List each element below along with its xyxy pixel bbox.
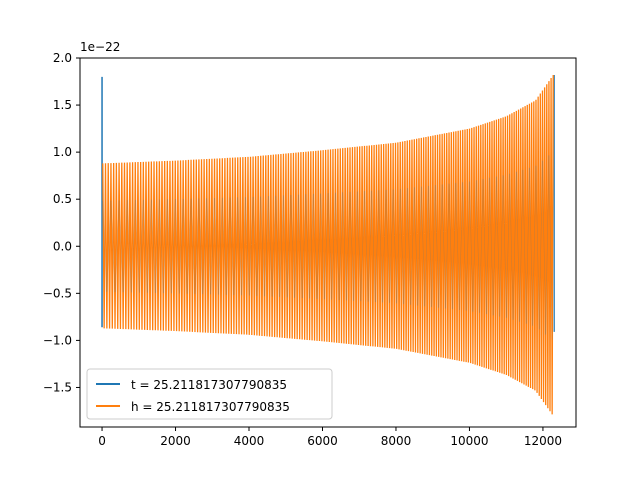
y-tick-label: 0.5 <box>53 192 72 206</box>
x-tick-label: 12000 <box>524 434 562 448</box>
y-tick-label: −1.0 <box>43 333 72 347</box>
y-tick-label: 0.0 <box>53 239 72 253</box>
plot-frame <box>79 57 577 428</box>
legend: t = 25.211817307790835 h = 25.2118173077… <box>86 368 333 420</box>
series-t-line <box>102 155 553 340</box>
legend-label-h: h = 25.211817307790835 <box>131 400 290 414</box>
x-tick-label: 10000 <box>450 434 488 448</box>
x-tick-label: 4000 <box>234 434 265 448</box>
y-tick-label: 2.0 <box>53 51 72 65</box>
x-axis: 0 2000 4000 6000 8000 10000 12000 <box>98 427 562 448</box>
legend-label-t: t = 25.211817307790835 <box>131 378 287 392</box>
y-offset-label: 1e−22 <box>80 40 120 54</box>
series-h-line <box>102 74 554 415</box>
x-tick-label: 0 <box>98 434 106 448</box>
plot-series <box>101 74 555 415</box>
y-tick-label: 1.0 <box>53 145 72 159</box>
x-tick-label: 8000 <box>381 434 412 448</box>
legend-box <box>86 368 333 420</box>
y-tick-label: 1.5 <box>53 98 72 112</box>
y-axis: −1.5 −1.0 −0.5 0.0 0.5 1.0 1.5 2.0 <box>43 51 80 394</box>
x-tick-label: 2000 <box>160 434 191 448</box>
y-tick-label: −1.5 <box>43 380 72 394</box>
y-tick-label: −0.5 <box>43 286 72 300</box>
x-tick-label: 6000 <box>307 434 338 448</box>
